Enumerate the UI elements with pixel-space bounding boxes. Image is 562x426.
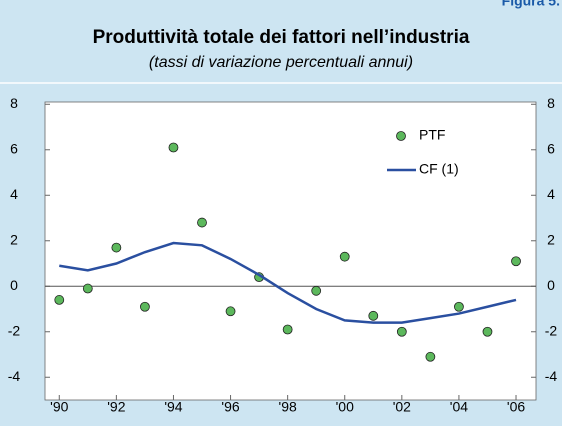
y-tick-label: 2 [10,231,18,247]
x-tick-label: '98 [279,399,297,415]
plot-area [44,101,537,401]
ptf-point [54,295,65,305]
figure-label: Figura 5. [502,0,560,9]
cf-line [59,241,517,324]
ptf-point [311,285,322,296]
ptf-point [339,251,350,262]
legend-label: PTF [419,127,445,143]
y-tick-label: 8 [10,95,18,111]
ptf-point [454,301,464,312]
ptf-point [425,351,436,362]
ptf-point [168,142,179,153]
ptf-point [140,301,150,312]
ptf-point [368,310,379,321]
x-tick-label: '96 [221,399,239,415]
x-tick-label: '00 [336,399,354,415]
x-tick-label: '92 [107,399,125,415]
chart-subtitle: (tassi di variazione percentuali annui) [149,54,413,71]
y-tick-label: 4 [10,186,18,202]
ptf-point [396,326,407,337]
legend-marker [396,131,406,141]
x-tick-label: '02 [393,399,411,415]
y2-tick-label: 0 [547,277,555,293]
ptf-point [82,283,93,294]
y2-tick-label: -4 [545,368,558,384]
y-tick-label: 0 [10,277,18,293]
y-tick-label: 6 [10,140,18,156]
x-tick-label: '94 [164,399,182,415]
chart-title: Produttività totale dei fattori nell’ind… [93,27,470,48]
y-tick-label: -2 [8,322,21,338]
y2-tick-label: 4 [547,186,555,202]
x-tick-label: '90 [50,399,68,415]
legend-label: CF (1) [419,161,459,177]
ptf-point [511,256,521,267]
ptf-point [282,324,293,335]
y2-tick-label: 6 [547,140,555,156]
ptf-point [197,217,207,228]
y-tick-label: -4 [8,368,21,384]
y2-tick-label: 8 [547,95,555,111]
ptf-point [111,242,122,253]
y2-tick-label: -2 [545,322,558,338]
ptf-point [482,326,493,337]
x-tick-label: '04 [450,399,468,415]
y2-tick-label: 2 [547,231,555,247]
ptf-point [225,306,236,317]
x-tick-label: '06 [507,399,525,415]
